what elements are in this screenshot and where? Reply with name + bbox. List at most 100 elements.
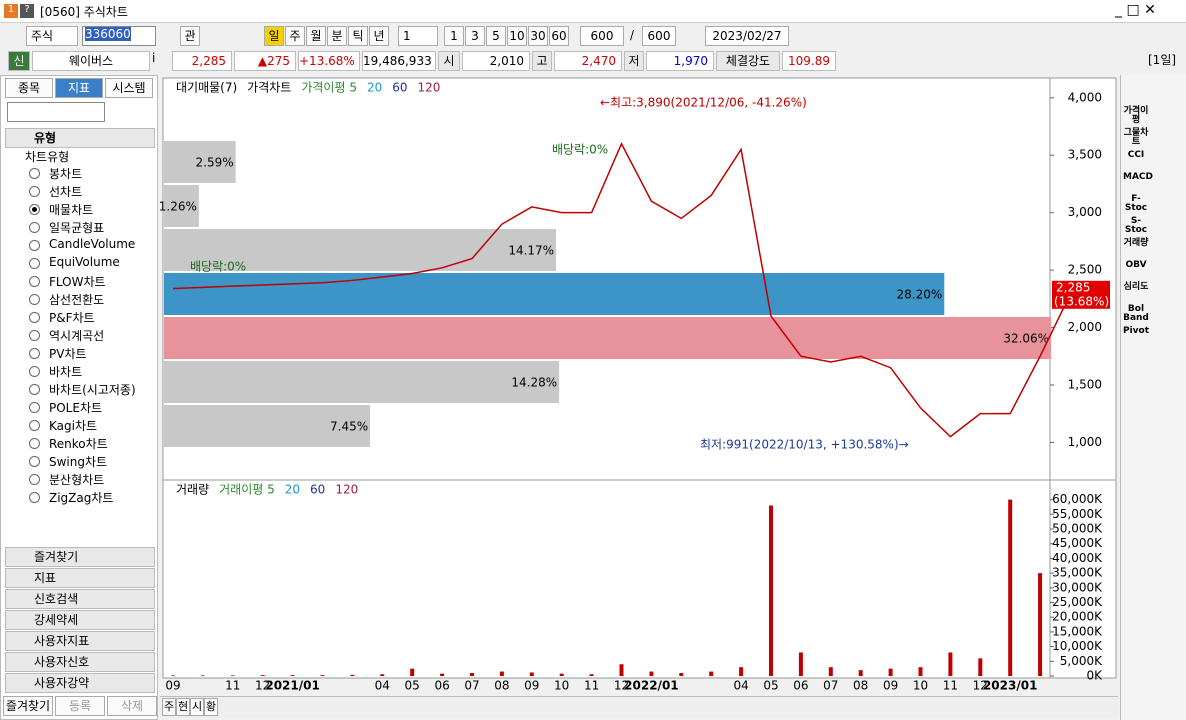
folder[interactable]: 지표	[5, 568, 155, 588]
market-select[interactable]: 주식	[26, 26, 78, 46]
folder[interactable]: 사용자강약	[5, 673, 155, 693]
indicator-button[interactable]: OBV	[1125, 260, 1147, 270]
chart-type-item[interactable]: Renko차트	[49, 437, 108, 451]
chart-type-item[interactable]: PV차트	[49, 347, 87, 361]
chart-type-item[interactable]: 삼선전환도	[49, 293, 105, 307]
bottom-tab[interactable]: 주	[162, 698, 176, 716]
bottom-tab[interactable]: 황	[204, 698, 218, 716]
chart-type-item[interactable]: 매물차트	[49, 203, 94, 217]
legend-entry: 거래량	[176, 483, 209, 497]
unit-select[interactable]: 1	[398, 26, 438, 46]
chart-type-radio[interactable]	[29, 348, 40, 359]
chart-type-radio[interactable]	[29, 330, 40, 341]
chart-type-item[interactable]: Swing차트	[49, 455, 108, 469]
volume-bar	[589, 674, 594, 676]
chart-type-item[interactable]: Kagi차트	[49, 419, 98, 433]
period-button[interactable]: 월	[306, 26, 326, 46]
volume-bar	[290, 675, 295, 676]
chart-type-item[interactable]: POLE차트	[49, 401, 103, 415]
indicator-button[interactable]: 심리도	[1123, 282, 1149, 292]
chart-type-item[interactable]: CandleVolume	[49, 237, 136, 251]
count-input[interactable]: 600	[580, 26, 624, 46]
period-button[interactable]: 년	[369, 26, 389, 46]
chart-type-item[interactable]: FLOW차트	[49, 275, 106, 289]
volume-bar	[948, 652, 953, 676]
sidebar-tab[interactable]: 종목	[5, 78, 53, 98]
indicator-button[interactable]: F-Stoc	[1124, 194, 1148, 213]
bottom-tab[interactable]: 시	[190, 698, 204, 716]
folder[interactable]: 즐겨찾기	[5, 547, 155, 567]
search-input[interactable]	[7, 102, 105, 122]
sidebar-tab[interactable]: 시스템	[105, 78, 153, 98]
period-button[interactable]: 틱	[348, 26, 368, 46]
chart-type-radio[interactable]	[29, 366, 40, 377]
chart-type-item[interactable]: 일목균형표	[49, 221, 105, 235]
group-header[interactable]: 유형	[5, 128, 155, 148]
sidebar-button[interactable]: 삭제	[107, 696, 157, 716]
chart-type-radio[interactable]	[29, 456, 40, 467]
bottom-tab[interactable]: 현	[176, 698, 190, 716]
chart-type-radio[interactable]	[29, 204, 40, 215]
indicator-button[interactable]: CCI	[1127, 150, 1145, 160]
sidebar-tab[interactable]: 지표	[55, 78, 103, 98]
indicator-button[interactable]: 그물차트	[1123, 128, 1149, 147]
period-button[interactable]: 주	[285, 26, 305, 46]
count-max: 600	[642, 26, 676, 46]
chart-type-radio[interactable]	[29, 222, 40, 233]
chart-type-radio[interactable]	[29, 168, 40, 179]
chart-type-radio[interactable]	[29, 186, 40, 197]
chart-type-item[interactable]: EquiVolume	[49, 255, 120, 269]
button[interactable]: 관	[180, 26, 200, 46]
chart-type-item[interactable]: 역시계곡선	[49, 329, 105, 343]
chart-type-item[interactable]: 봉차트	[49, 167, 83, 181]
indicator-button[interactable]: Pivot	[1123, 326, 1150, 336]
chart-type-item[interactable]: P&F차트	[49, 311, 95, 325]
sidebar-button[interactable]: 즐겨찾기	[3, 696, 53, 716]
interval-button[interactable]: 3	[465, 26, 485, 46]
chart-type-radio[interactable]	[29, 438, 40, 449]
chart-type-radio[interactable]	[29, 240, 40, 251]
indicator-button[interactable]: 가격이평	[1123, 106, 1149, 125]
chart-type-radio[interactable]	[29, 384, 40, 395]
indicator-button[interactable]: Bol Band	[1123, 304, 1149, 323]
chart-type-radio[interactable]	[29, 492, 40, 503]
last-rate: (13.68%)	[1054, 294, 1109, 308]
window-title: [0560] 주식차트	[40, 5, 128, 19]
chart-type-radio[interactable]	[29, 312, 40, 323]
folder[interactable]: 사용자지표	[5, 631, 155, 651]
period-button[interactable]: 분	[327, 26, 347, 46]
code-input[interactable]: 336060	[82, 26, 156, 46]
period-button[interactable]: 일	[264, 26, 284, 46]
indicator-button[interactable]: 거래량	[1123, 238, 1149, 248]
interval-button[interactable]: 1	[444, 26, 464, 46]
sidebar-button[interactable]: 등록	[55, 696, 105, 716]
chart-type-radio[interactable]	[29, 474, 40, 485]
chart-type-item[interactable]: 바차트(시고저종)	[49, 383, 136, 397]
indicator-button[interactable]: S-Stoc	[1124, 216, 1148, 235]
chart-type-radio[interactable]	[29, 258, 40, 269]
folder[interactable]: 사용자신호	[5, 652, 155, 672]
chart-type-radio[interactable]	[29, 420, 40, 431]
chart-type-item[interactable]: 선차트	[49, 185, 83, 199]
chart-type-item[interactable]: 분산형차트	[49, 473, 105, 487]
chart-type-item[interactable]: 바차트	[49, 365, 83, 379]
y-tick-label: 10,000K	[1052, 639, 1103, 653]
y-tick-label: 45,000K	[1052, 536, 1103, 550]
interval-button[interactable]: 5	[486, 26, 506, 46]
y-tick-label: 50,000K	[1052, 522, 1103, 536]
interval-button[interactable]: 60	[549, 26, 569, 46]
chart-type-item[interactable]: ZigZag차트	[49, 491, 114, 505]
x-tick-label: 04	[733, 679, 748, 693]
interval-button[interactable]: 30	[528, 26, 548, 46]
interval-button[interactable]: 10	[507, 26, 527, 46]
date-input[interactable]: 2023/02/27	[705, 26, 789, 46]
folder[interactable]: 강세약세	[5, 610, 155, 630]
folder[interactable]: 신호검색	[5, 589, 155, 609]
tree-root[interactable]: 차트유형	[25, 150, 70, 164]
chart-type-radio[interactable]	[29, 294, 40, 305]
chart-type-radio[interactable]	[29, 276, 40, 287]
help-icon[interactable]: ?	[20, 4, 34, 18]
chart-type-radio[interactable]	[29, 402, 40, 413]
window-controls[interactable]: _ □ ✕	[1115, 2, 1156, 18]
indicator-button[interactable]: MACD	[1123, 172, 1153, 182]
